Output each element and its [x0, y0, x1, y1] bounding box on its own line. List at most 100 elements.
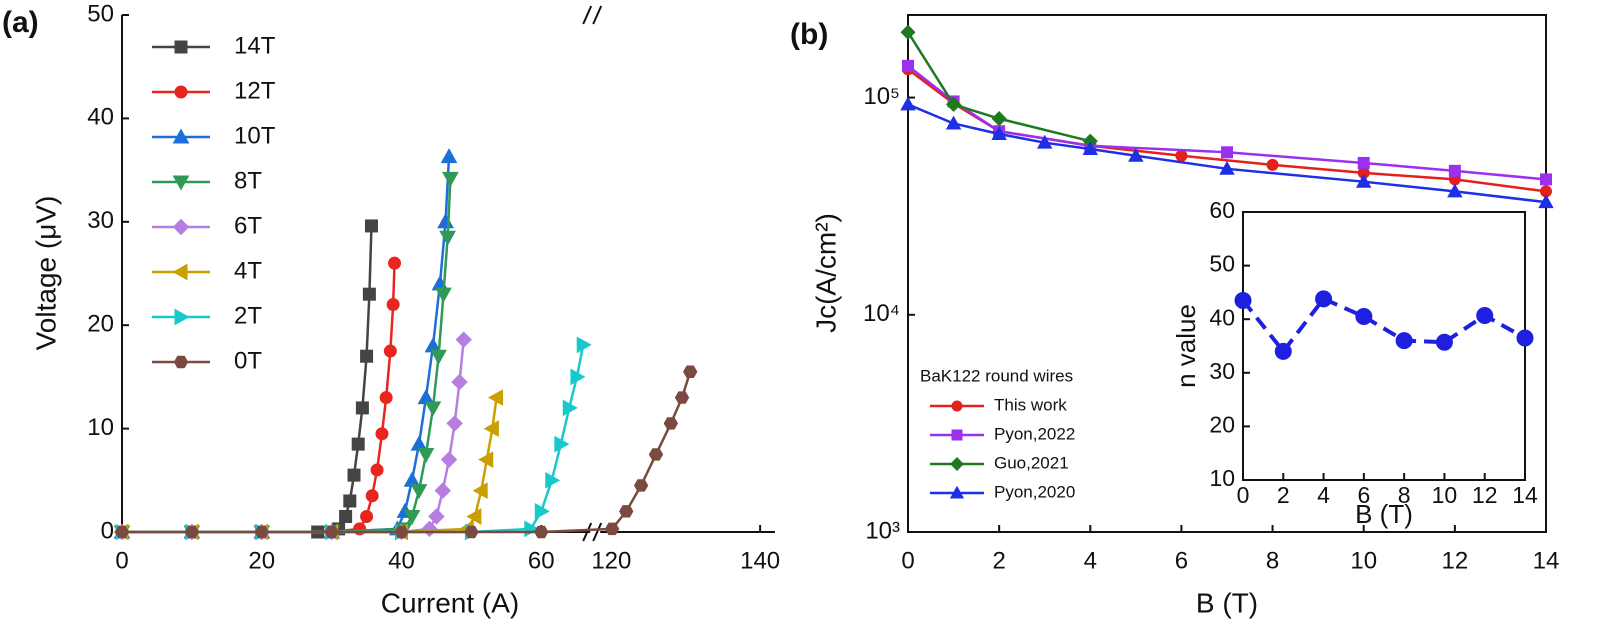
marker: [683, 365, 698, 378]
marker: [464, 525, 479, 539]
legend-marker: [174, 40, 188, 54]
marker: [364, 219, 378, 233]
marker: [545, 471, 561, 489]
marker: [324, 525, 339, 539]
marker: [945, 96, 962, 113]
marker: [440, 451, 458, 468]
panel-label: (a): [2, 6, 39, 39]
series-line: [907, 103, 1547, 204]
marker: [410, 484, 428, 500]
axis-break: [592, 522, 603, 542]
legend-label: 8T: [234, 167, 262, 194]
legend-marker: [172, 128, 190, 144]
legend-marker: [174, 85, 188, 99]
marker: [417, 447, 435, 463]
x-tick-label: 60: [528, 547, 555, 574]
marker: [1266, 158, 1279, 171]
marker: [394, 525, 409, 539]
marker: [360, 349, 374, 363]
x-tick-label: 6: [1175, 547, 1188, 574]
y-tick-label: 0: [101, 517, 114, 544]
legend-marker: [951, 429, 963, 441]
marker: [437, 213, 454, 229]
x-tick-label: 14: [1512, 482, 1538, 508]
marker: [343, 494, 357, 508]
legend-label: Pyon,2020: [994, 482, 1075, 501]
marker: [362, 287, 376, 301]
axis-break: [592, 5, 603, 25]
axis-break: [582, 5, 593, 25]
marker: [1357, 156, 1370, 169]
legend-marker: [174, 308, 190, 326]
legend-label: 4T: [234, 257, 262, 284]
x-tick-label: 14: [1533, 547, 1560, 574]
marker: [446, 415, 463, 432]
marker: [991, 126, 1007, 140]
marker: [1395, 332, 1413, 350]
legend-label: 12T: [234, 77, 276, 104]
x-tick-label: 2: [1277, 482, 1290, 508]
y-tick-label: 40: [1209, 304, 1235, 330]
x-tick-label: 0: [901, 547, 914, 574]
marker: [633, 479, 649, 492]
marker: [900, 96, 916, 111]
marker: [428, 508, 445, 525]
x-tick-label: 6: [1357, 482, 1370, 508]
legend-label: 2T: [234, 302, 262, 329]
series-line: [122, 339, 465, 534]
marker: [451, 373, 468, 391]
x-tick-label: 8: [1398, 482, 1411, 508]
x-tick-label: 0: [1237, 482, 1250, 508]
x-tick-label: 120: [591, 547, 631, 574]
panel-label: (b): [790, 18, 828, 51]
y-tick-label: 20: [87, 311, 114, 338]
marker: [902, 59, 914, 72]
x-axis-label: B (T): [1196, 587, 1258, 618]
marker: [1448, 164, 1461, 177]
axis-break: [582, 522, 593, 542]
marker: [1476, 306, 1494, 324]
series-line: [906, 31, 1091, 143]
y-tick-label: 10⁵: [863, 83, 900, 110]
marker: [604, 522, 620, 536]
marker: [442, 171, 459, 187]
x-tick-label: 0: [115, 547, 128, 574]
marker: [674, 391, 690, 404]
marker: [379, 391, 393, 405]
marker: [424, 401, 442, 417]
x-tick-label: 10: [1350, 547, 1377, 574]
marker: [1540, 173, 1552, 186]
y-tick-label: 10³: [865, 517, 900, 544]
x-tick-label: 8: [1266, 547, 1279, 574]
marker: [570, 368, 586, 386]
marker: [1355, 173, 1372, 188]
marker: [1036, 134, 1053, 149]
y-tick-label: 10: [87, 414, 114, 441]
series-line: [1241, 296, 1526, 355]
legend-label: Guo,2021: [994, 453, 1069, 472]
marker: [1175, 149, 1188, 162]
y-axis-label: Jc(A/cm²): [810, 213, 841, 333]
marker: [339, 509, 353, 523]
marker: [1315, 290, 1333, 308]
x-tick-label: 140: [740, 547, 780, 574]
marker: [466, 508, 482, 525]
y-axis-label: n value: [1171, 304, 1201, 388]
plot-frame: [907, 14, 1547, 533]
marker: [1355, 308, 1373, 326]
x-tick-label: 20: [248, 547, 275, 574]
marker: [383, 344, 397, 358]
series-line: [122, 178, 452, 534]
legend-marker: [172, 175, 190, 191]
marker: [440, 148, 458, 164]
legend-label: 0T: [234, 347, 262, 374]
y-tick-label: 10⁴: [863, 300, 900, 327]
marker: [478, 451, 494, 468]
marker: [483, 420, 499, 437]
x-tick-label: 10: [1432, 482, 1458, 508]
y-tick-label: 60: [1209, 197, 1235, 223]
marker: [435, 287, 452, 303]
legend-label: Pyon,2022: [994, 424, 1075, 443]
marker: [455, 331, 472, 348]
marker: [900, 24, 916, 40]
